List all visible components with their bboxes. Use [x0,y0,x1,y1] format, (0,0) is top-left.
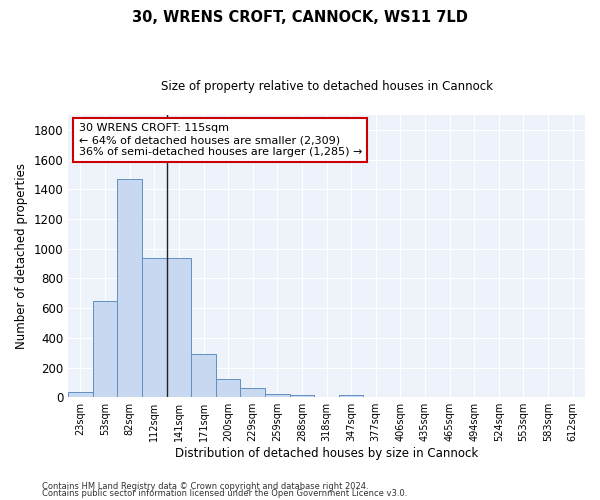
Text: 30 WRENS CROFT: 115sqm
← 64% of detached houses are smaller (2,309)
36% of semi-: 30 WRENS CROFT: 115sqm ← 64% of detached… [79,124,362,156]
Bar [93,300,118,397]
Bar [167,258,191,397]
Bar [191,354,216,397]
Bar [339,395,364,397]
X-axis label: Distribution of detached houses by size in Cannock: Distribution of detached houses by size … [175,447,478,460]
Bar [265,394,290,397]
Y-axis label: Number of detached properties: Number of detached properties [15,163,28,349]
Title: Size of property relative to detached houses in Cannock: Size of property relative to detached ho… [161,80,493,93]
Text: Contains HM Land Registry data © Crown copyright and database right 2024.: Contains HM Land Registry data © Crown c… [42,482,368,491]
Text: Contains public sector information licensed under the Open Government Licence v3: Contains public sector information licen… [42,489,407,498]
Bar [216,378,241,397]
Bar [118,179,142,397]
Bar [241,388,265,397]
Bar [142,258,167,397]
Bar [68,392,93,397]
Bar [290,395,314,397]
Text: 30, WRENS CROFT, CANNOCK, WS11 7LD: 30, WRENS CROFT, CANNOCK, WS11 7LD [132,10,468,25]
